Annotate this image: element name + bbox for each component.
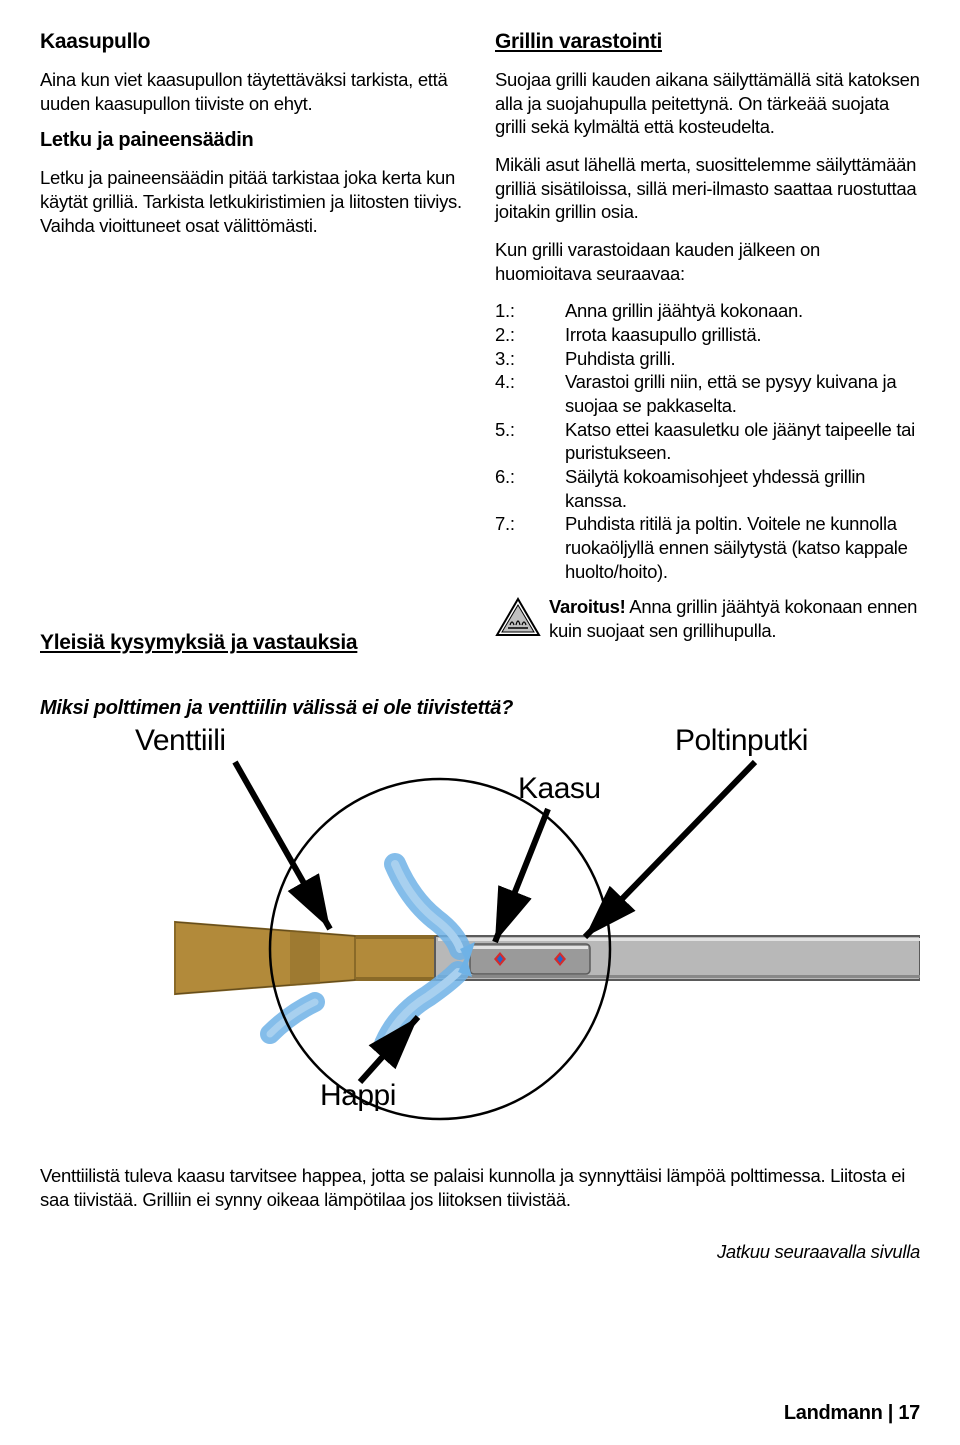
- step-text: Irrota kaasupullo grillistä.: [565, 323, 920, 347]
- step-row: 3.:Puhdista grilli.: [495, 347, 920, 371]
- step-text: Varastoi grilli niin, että se pysyy kuiv…: [565, 370, 920, 417]
- heading-letku: Letku ja paineensäädin: [40, 129, 465, 152]
- step-text: Puhdista ritilä ja poltin. Voitele ne ku…: [565, 512, 920, 583]
- warning-row: Varoitus! Anna grillin jäähtyä kokonaan …: [495, 595, 920, 642]
- continue-text: Jatkuu seuraavalla sivulla: [40, 1240, 920, 1264]
- step-text: Anna grillin jäähtyä kokonaan.: [565, 299, 920, 323]
- step-row: 6.:Säilytä kokoamisohjeet yhdessä grilli…: [495, 465, 920, 512]
- heading-faq: Yleisiä kysymyksiä ja vastauksia: [40, 631, 465, 655]
- para-kaasupullo: Aina kun viet kaasupullon täytettäväksi …: [40, 68, 465, 115]
- two-column-layout: Kaasupullo Aina kun viet kaasupullon täy…: [40, 30, 920, 669]
- warning-icon: [495, 597, 541, 637]
- step-row: 4.:Varastoi grilli niin, että se pysyy k…: [495, 370, 920, 417]
- para-storage-3: Kun grilli varastoidaan kauden jälkeen o…: [495, 238, 920, 285]
- step-row: 7.:Puhdista ritilä ja poltin. Voitele ne…: [495, 512, 920, 583]
- warning-bold: Varoitus!: [549, 596, 625, 617]
- heading-kaasupullo: Kaasupullo: [40, 30, 465, 54]
- step-row: 2.:Irrota kaasupullo grillistä.: [495, 323, 920, 347]
- right-column: Grillin varastointi Suojaa grilli kauden…: [495, 30, 920, 669]
- para-storage-2: Mikäli asut lähellä merta, suosittelemme…: [495, 153, 920, 224]
- step-text: Katso ettei kaasuletku ole jäänyt taipee…: [565, 418, 920, 465]
- para-letku: Letku ja paineensäädin pitää tarkistaa j…: [40, 166, 465, 237]
- heading-storage: Grillin varastointi: [495, 30, 920, 54]
- step-num: 6.:: [495, 465, 565, 512]
- warning-text: Varoitus! Anna grillin jäähtyä kokonaan …: [549, 595, 920, 642]
- page-footer: Landmann | 17: [784, 1402, 920, 1425]
- step-text: Säilytä kokoamisohjeet yhdessä grillin k…: [565, 465, 920, 512]
- step-row: 5.:Katso ettei kaasuletku ole jäänyt tai…: [495, 418, 920, 465]
- diagram-wrap: Venttiili Poltinputki Kaasu Happi: [40, 724, 920, 1154]
- left-column: Kaasupullo Aina kun viet kaasupullon täy…: [40, 30, 465, 669]
- step-num: 1.:: [495, 299, 565, 323]
- step-num: 7.:: [495, 512, 565, 583]
- faq-question: Miksi polttimen ja venttiilin välissä ei…: [40, 697, 920, 720]
- step-num: 2.:: [495, 323, 565, 347]
- step-num: 3.:: [495, 347, 565, 371]
- step-num: 5.:: [495, 418, 565, 465]
- step-num: 4.:: [495, 370, 565, 417]
- faq-answer: Venttiilistä tuleva kaasu tarvitsee happ…: [40, 1164, 920, 1211]
- step-row: 1.:Anna grillin jäähtyä kokonaan.: [495, 299, 920, 323]
- diagram-svg: [40, 724, 920, 1154]
- step-text: Puhdista grilli.: [565, 347, 920, 371]
- storage-steps: 1.:Anna grillin jäähtyä kokonaan. 2.:Irr…: [495, 299, 920, 583]
- para-storage-1: Suojaa grilli kauden aikana säilyttämäll…: [495, 68, 920, 139]
